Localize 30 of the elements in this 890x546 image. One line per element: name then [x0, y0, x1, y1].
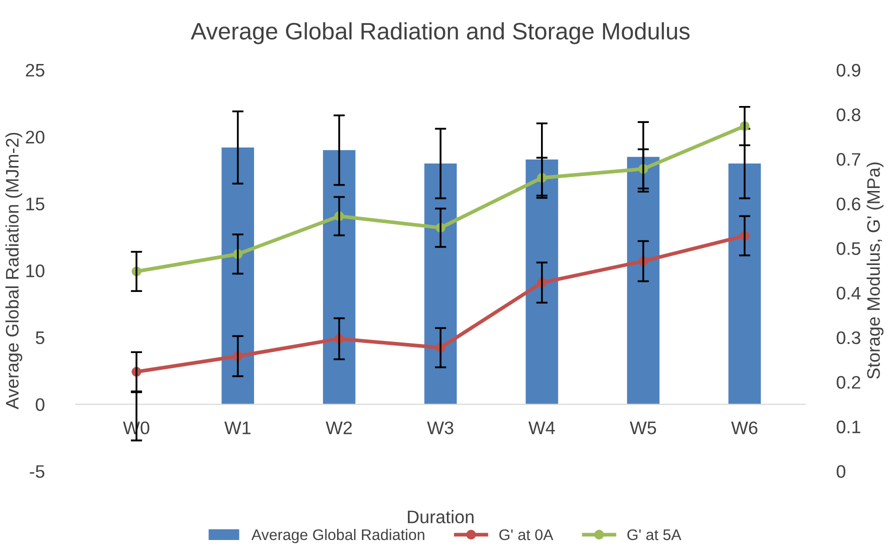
x-tick-label: W1 — [224, 422, 250, 434]
y-tick-label: 25 — [26, 64, 44, 77]
x-tick-label: W5 — [630, 422, 656, 434]
y-axis-title: Average Global Radiation (MJm-2) — [5, 132, 22, 410]
y2-tick-label: 0.3 — [836, 331, 860, 344]
y2-tick-label: 0.8 — [836, 108, 860, 122]
x-tick-label: W3 — [427, 421, 454, 434]
y-tick-label: 5 — [36, 332, 44, 344]
x-tick-label: W4 — [528, 422, 555, 434]
y2-tick-label: 0 — [836, 465, 846, 478]
x-tick-label: W6 — [731, 421, 758, 434]
y-tick-label: 20 — [26, 130, 44, 144]
y-tick-label: 0 — [36, 398, 44, 412]
y2-tick-label: 0.6 — [836, 198, 860, 210]
y-tick-label: -5 — [30, 465, 44, 478]
y2-axis-title: Storage Modulus, G' (MPa) — [866, 162, 884, 379]
y2-tick-label: 0.5 — [836, 242, 860, 255]
y2-tick-label: 0.1 — [836, 420, 860, 434]
x-axis-title: Duration — [408, 510, 474, 524]
legend-label: G' at 0A — [499, 529, 554, 540]
y2-tick-label: 0.9 — [836, 64, 860, 77]
y-tick-label: 10 — [26, 264, 44, 278]
legend-label: Average Global Radiation — [251, 528, 424, 544]
y2-tick-label: 0.7 — [836, 153, 860, 166]
legend-label: G' at 5A — [627, 529, 682, 540]
chart-title: Average Global Radiation and Storage Modulus — [190, 22, 690, 44]
x-tick-label: W2 — [326, 421, 352, 434]
y2-tick-label: 0.4 — [836, 286, 861, 300]
y-tick-label: 15 — [26, 198, 44, 210]
y2-tick-label: 0.2 — [836, 376, 860, 389]
